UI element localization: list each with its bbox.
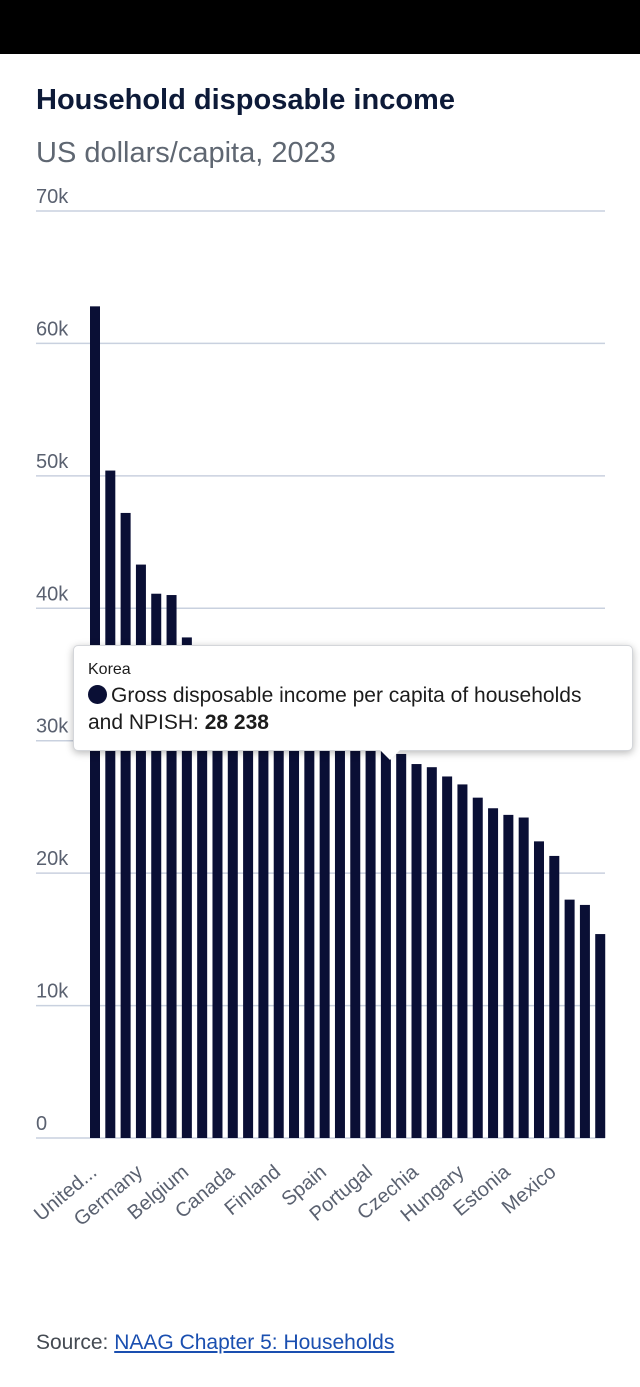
bar (212, 654, 223, 1138)
tooltip-country: Korea (88, 661, 131, 678)
bar (273, 689, 284, 1138)
bar (289, 697, 300, 1138)
bar (457, 784, 468, 1138)
bar (197, 648, 208, 1138)
bar (166, 595, 177, 1138)
series-dot-icon (88, 685, 107, 704)
bar (334, 722, 345, 1138)
status-bar (0, 0, 640, 54)
y-tick-label: 60k (36, 318, 69, 340)
tooltip-value: 28 238 (204, 711, 269, 734)
y-tick-label: 10k (36, 981, 69, 1003)
bar (411, 764, 422, 1138)
bar (549, 855, 560, 1138)
source-prefix: Source: (36, 1331, 109, 1354)
bar (426, 767, 437, 1138)
y-tick-label: 20k (36, 848, 69, 870)
bar (595, 934, 606, 1138)
bar (105, 470, 116, 1138)
bar (442, 776, 453, 1138)
bar (304, 706, 315, 1138)
y-tick-label: 40k (36, 583, 69, 605)
chart-subtitle: US dollars/capita, 2023 (36, 137, 336, 169)
y-tick-label: 50k (36, 451, 69, 473)
bar (135, 564, 146, 1138)
chart-tooltip: Korea Gross disposable income per capita… (73, 645, 633, 760)
bar (472, 797, 483, 1138)
bar (227, 663, 238, 1138)
bar (319, 715, 330, 1138)
bar (533, 841, 544, 1138)
chart-title: Household disposable income (36, 84, 455, 116)
bar (350, 730, 361, 1138)
bar (365, 736, 376, 1138)
bar (151, 593, 162, 1138)
bar (258, 679, 269, 1138)
y-tick-label: 30k (36, 716, 69, 738)
bar (120, 512, 131, 1138)
source-link[interactable]: NAAG Chapter 5: Households (114, 1331, 395, 1354)
bar (380, 744, 391, 1138)
y-tick-label: 0 (36, 1113, 47, 1135)
bar (243, 670, 254, 1138)
bar (503, 814, 514, 1138)
bar (181, 637, 192, 1138)
tooltip-body: Gross disposable income per capita of ho… (88, 682, 620, 736)
bar (518, 817, 529, 1138)
bar (564, 899, 575, 1138)
bar (488, 808, 499, 1138)
tooltip-label-part1: Gross disposable income per capita of ho… (111, 684, 582, 707)
bar (579, 904, 590, 1138)
source-note: Source: NAAG Chapter 5: Households (36, 1331, 394, 1355)
bar (396, 753, 407, 1138)
tooltip-label-part2: and NPISH: (88, 711, 199, 734)
y-tick-label: 70k (36, 186, 69, 208)
